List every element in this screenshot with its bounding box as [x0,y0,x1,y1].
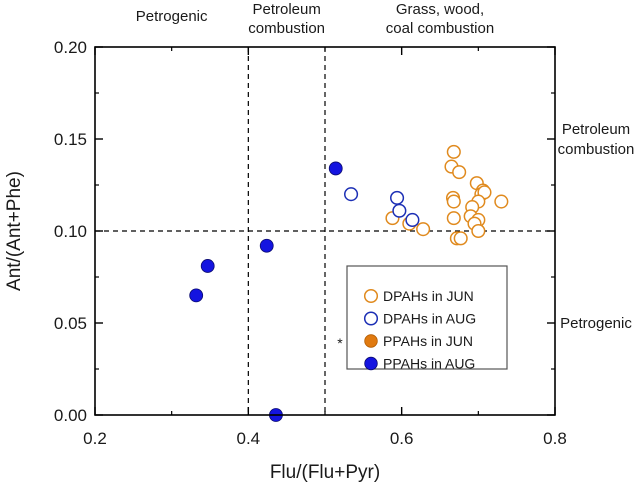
top-region-label: Petroleum [252,1,320,18]
x-tick-label: 0.6 [390,429,414,448]
top-region-label: coal combustion [386,20,494,37]
point-dpahs-in-jun [446,211,461,226]
right-region-label: Petroleum [562,121,630,138]
legend-marker-ppahs-in-jun [364,334,378,348]
legend: DPAHs in JUN DPAHs in AUG PPAHs in JUN * PPA… [337,265,508,372]
y-axis-title: Ant/(Ant+Phe) [4,171,25,291]
point-dpahs-in-jun [494,194,509,209]
right-region-label: Petrogenic [560,315,632,332]
legend-label-dpahs-in-jun: DPAHs in JUN [383,288,474,304]
point-dpahs-in-jun [416,222,431,237]
legend-asterisk: * [337,335,343,351]
top-region-label: Petrogenic [136,8,208,25]
legend-label-ppahs-in-aug: PPAHs in AUG [383,356,475,372]
top-region-label: Grass, wood, [396,1,484,18]
legend-marker-dpahs-in-jun [363,288,379,304]
reference-lines [95,47,555,415]
x-tick-label: 0.2 [83,429,107,448]
legend-marker-ppahs-in-aug [364,356,378,371]
x-tick-label: 0.8 [543,429,567,448]
point-ppahs-in-aug [259,238,274,253]
point-dpahs-in-aug [392,203,407,218]
point-dpahs-in-jun [446,144,461,159]
point-ppahs-in-aug [328,161,343,176]
data-points [189,144,509,422]
point-dpahs-in-jun [471,223,486,239]
point-dpahs-in-aug [405,212,420,228]
y-tick-label: 0.10 [54,222,87,241]
point-ppahs-in-aug [189,288,204,303]
axis-ticks: 0.2 0.4 0.6 0.8 0.00 0.05 0.10 0.15 0.20 [54,38,567,448]
point-dpahs-in-aug [390,190,405,205]
region-labels: Petrogenic Petroleum combustion Grass, wood… [136,1,635,332]
legend-marker-dpahs-in-aug [363,311,379,326]
point-ppahs-in-aug [200,259,215,273]
legend-label-dpahs-in-aug: DPAHs in AUG [383,311,476,327]
y-tick-label: 0.20 [54,38,87,57]
right-region-label: combustion [558,141,635,158]
y-tick-label: 0.00 [54,406,87,425]
y-tick-label: 0.15 [54,130,87,149]
point-dpahs-in-jun [446,194,461,209]
point-dpahs-in-aug [344,187,359,202]
y-tick-label: 0.05 [54,314,87,333]
x-axis-title: Flu/(Flu+Pyr) [270,462,380,483]
point-dpahs-in-jun [452,165,467,180]
point-dpahs-in-jun [453,231,468,246]
x-tick-label: 0.4 [237,429,261,448]
top-region-label: combustion [248,20,325,37]
legend-label-ppahs-in-jun: PPAHs in JUN [383,333,473,349]
